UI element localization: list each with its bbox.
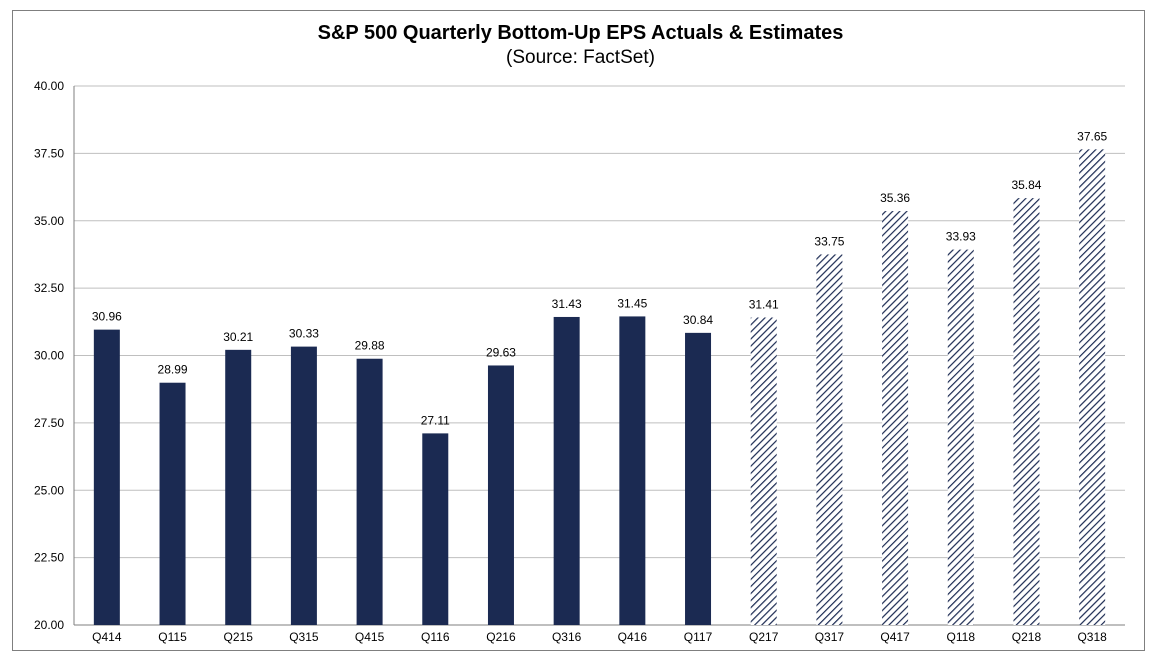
x-tick-label: Q318 (1077, 630, 1107, 644)
data-label: 35.36 (880, 191, 910, 205)
x-tick-label: Q118 (947, 630, 976, 644)
x-tick-label: Q218 (1012, 630, 1042, 644)
bar-q218 (1013, 198, 1040, 625)
x-tick-label: Q417 (880, 630, 910, 644)
data-label: 31.43 (552, 297, 582, 311)
data-label: 37.65 (1077, 129, 1107, 143)
data-label: 31.41 (749, 298, 779, 312)
x-tick-label: Q414 (92, 630, 122, 644)
data-label: 28.99 (158, 363, 188, 377)
data-label: 27.11 (421, 413, 450, 427)
x-tick-label: Q115 (158, 630, 187, 644)
x-tick-label: Q117 (684, 630, 713, 644)
bar-q116 (422, 433, 449, 625)
y-tick-label: 20.00 (34, 618, 64, 632)
x-tick-label: Q217 (749, 630, 779, 644)
data-label: 29.63 (486, 345, 516, 359)
y-tick-label: 27.50 (34, 416, 64, 430)
bar-q216 (487, 365, 514, 625)
y-tick-label: 40.00 (34, 79, 64, 93)
y-tick-label: 37.50 (34, 146, 64, 160)
bar-q118 (947, 249, 974, 626)
x-tick-label: Q116 (421, 630, 450, 644)
x-tick-label: Q316 (552, 630, 582, 644)
x-tick-label: Q216 (486, 630, 516, 644)
data-label: 30.21 (223, 330, 253, 344)
y-tick-label: 35.00 (34, 214, 64, 228)
x-tick-label: Q317 (815, 630, 845, 644)
data-label: 30.96 (92, 310, 122, 324)
data-label: 35.84 (1011, 178, 1041, 192)
bar-q317 (816, 254, 843, 625)
bar-q417 (882, 211, 909, 625)
labels: 20.00 22.50 25.00 27.50 30.00 32.50 35.00 37.50… (34, 79, 1108, 644)
chart-subtitle: (Source: FactSet) (506, 47, 655, 68)
bar-q416 (619, 316, 646, 625)
bar-q117 (685, 332, 712, 625)
y-tick-label: 22.50 (34, 551, 64, 565)
bar-q316 (553, 316, 580, 625)
chart-title: S&P 500 Quarterly Bottom-Up EPS Actuals … (317, 22, 844, 44)
y-tick-label: 25.00 (34, 483, 64, 497)
x-tick-label: Q415 (355, 630, 385, 644)
x-tick-label: Q315 (289, 630, 319, 644)
bar-q315 (290, 346, 317, 625)
data-label: 33.75 (814, 234, 844, 248)
y-tick-label: 32.50 (34, 281, 64, 295)
bars (93, 149, 1106, 626)
bar-q415 (356, 358, 383, 625)
bar-q215 (225, 349, 252, 625)
x-tick-label: Q215 (224, 630, 254, 644)
bar-q414 (93, 329, 120, 625)
data-label: 33.93 (946, 230, 976, 244)
data-label: 30.33 (289, 327, 319, 341)
data-label: 30.84 (683, 313, 713, 327)
y-tick-label: 30.00 (34, 349, 64, 363)
data-label: 29.88 (355, 339, 385, 353)
bar-q318 (1079, 149, 1106, 625)
data-label: 31.45 (617, 296, 647, 310)
bar-q217 (750, 317, 777, 625)
bar-q115 (159, 382, 186, 625)
x-tick-label: Q416 (618, 630, 648, 644)
